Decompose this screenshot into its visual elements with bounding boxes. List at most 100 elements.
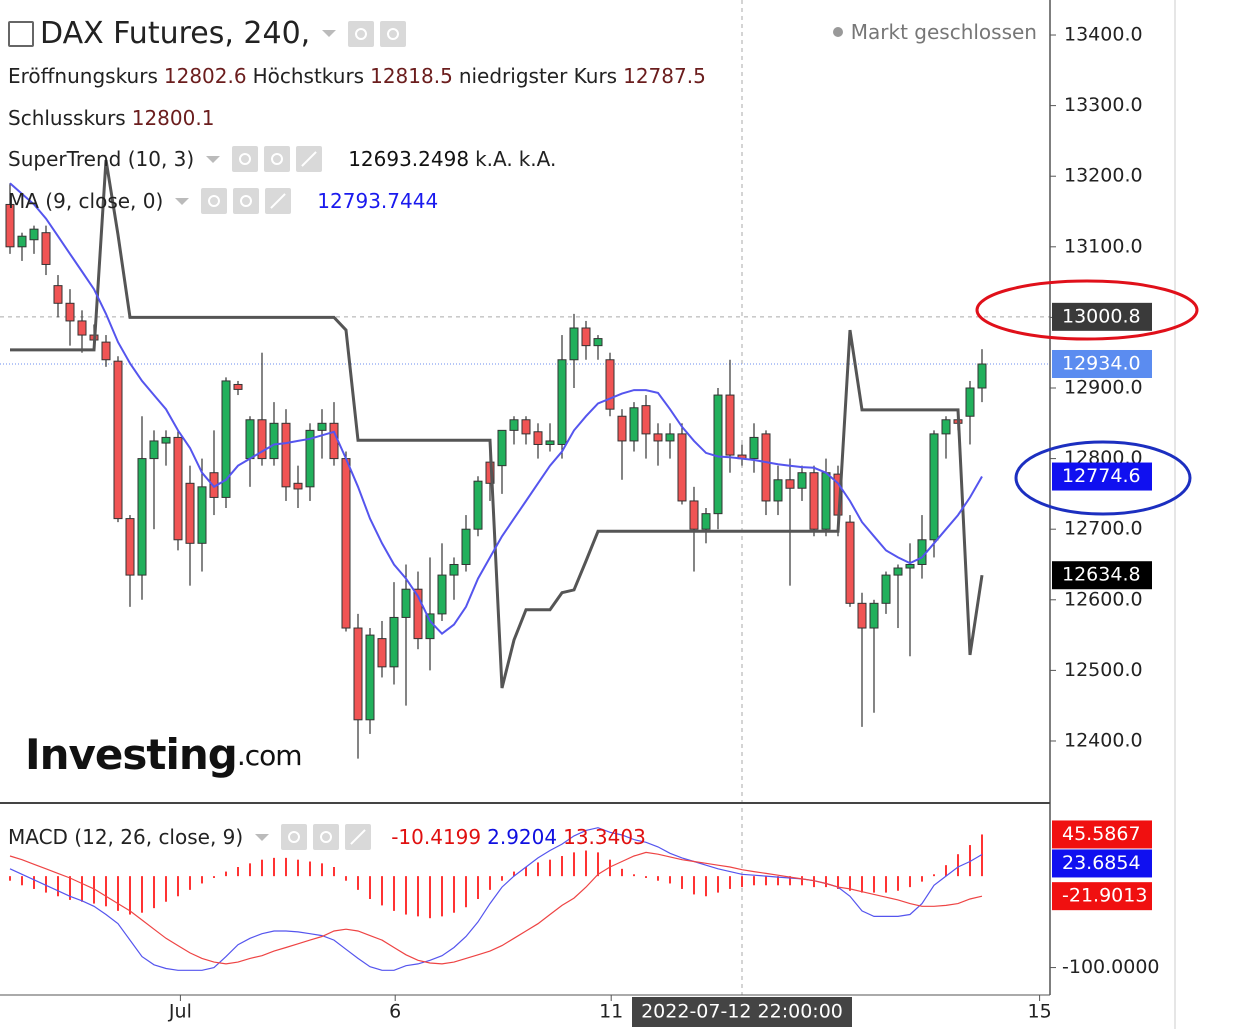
supertrend-tag — [1052, 561, 1152, 590]
candle-body — [497, 429, 507, 467]
macd-tag-label: 23.6854 — [1062, 852, 1141, 874]
candle-body — [581, 327, 591, 347]
last-price-tag — [1052, 349, 1152, 378]
crosshair-time-label: 2022-07-12 22:00:00 — [641, 1001, 843, 1023]
candle-body — [41, 232, 51, 265]
x-tick-label: 11 — [599, 1001, 623, 1023]
candle-body — [17, 235, 27, 248]
candle-body — [929, 433, 939, 541]
candle-body — [293, 482, 303, 490]
indicator-name: MACD (12, 26, close, 9) — [8, 825, 244, 849]
settings-button[interactable] — [264, 146, 291, 172]
candle-body — [593, 338, 603, 347]
crosshair-price-tag — [1052, 302, 1152, 331]
candle-body — [329, 422, 339, 460]
ma-row: MA (9, close, 0) 12793.7444 — [8, 188, 438, 214]
candle-body — [425, 613, 435, 640]
ma-line — [9, 182, 983, 636]
indicator-name: MA (9, close, 0) — [8, 189, 164, 213]
candle-body — [365, 634, 375, 721]
y-tick-label: 12500.0 — [1064, 659, 1143, 681]
dropdown[interactable] — [322, 30, 337, 37]
candle-body — [161, 436, 171, 444]
indicator-value: 13.3403 — [563, 825, 646, 849]
signal-tag-label: -21.9013 — [1062, 885, 1147, 907]
candle-body — [665, 433, 675, 442]
macd-tag — [1052, 849, 1152, 878]
eye-button[interactable] — [348, 20, 375, 47]
candle-body — [257, 419, 267, 460]
close-button[interactable] — [265, 188, 292, 214]
chart-title: DAX Futures, 240, — [40, 16, 311, 51]
eye-button[interactable] — [232, 146, 259, 172]
candle-body — [701, 513, 711, 530]
candle-body — [713, 394, 723, 515]
candle-body — [797, 472, 807, 489]
candle-body — [173, 436, 183, 541]
eye-button[interactable] — [281, 824, 308, 850]
red-circle — [975, 279, 1199, 341]
settings-button[interactable] — [380, 20, 407, 47]
candle-body — [353, 627, 363, 721]
ohlc-row: Eröffnungskurs 12802.6 Höchstkurs 12818.5 … — [8, 64, 706, 88]
candle-body — [125, 518, 135, 576]
y-tick-label: 13200.0 — [1064, 165, 1143, 187]
candle-body — [221, 380, 231, 498]
x-tick-label: 15 — [1028, 1001, 1052, 1023]
candle-body — [557, 359, 567, 445]
ohlc-label: Schlusskurs — [8, 106, 126, 130]
candle-body — [821, 472, 831, 530]
candle-body — [845, 521, 855, 604]
candle-body — [785, 479, 795, 489]
candle-body — [149, 440, 159, 460]
candle-body — [473, 480, 483, 530]
candle-body — [617, 415, 627, 442]
candle-body — [545, 440, 555, 445]
candle-body — [773, 479, 783, 502]
collapse-icon[interactable] — [8, 20, 34, 47]
dropdown[interactable] — [206, 155, 221, 163]
chart-layer: Jul 6 11 15 13400.0 13300.0 13200.0 13100.0 1300… — [0, 0, 1176, 1029]
indicator-value: -10.4199 — [391, 825, 482, 849]
y-tick-label: 12600.0 — [1064, 588, 1143, 610]
dropdown[interactable] — [175, 197, 190, 205]
ohlc-label: Höchstkurs — [252, 64, 365, 88]
indicator-value: 2.9204 — [487, 825, 558, 849]
settings-button[interactable] — [313, 824, 340, 850]
plot-area: Jul 6 11 15 — [0, 0, 1052, 1023]
signal-tag — [1052, 882, 1152, 911]
supertrend-row: SuperTrend (10, 3) 12693.2498 k.A. k.A. — [8, 146, 556, 172]
watermark-suffix: .com — [237, 739, 302, 772]
candle-body — [461, 528, 471, 565]
status-text: Markt geschlossen — [850, 20, 1037, 44]
watermark: Investing.com — [25, 730, 302, 779]
ma-tag — [1052, 462, 1152, 491]
candle-body — [341, 458, 351, 629]
candle-body — [689, 500, 699, 530]
dropdown[interactable] — [255, 833, 270, 841]
y-tick-label: 13100.0 — [1064, 235, 1143, 257]
indicator-value: k.A. — [518, 147, 557, 171]
candle-body — [569, 327, 579, 361]
indicator-value: 12793.7444 — [317, 189, 439, 213]
settings-button[interactable] — [233, 188, 260, 214]
close-button[interactable] — [345, 824, 372, 850]
indicator-value: k.A. — [475, 147, 513, 171]
candle-body — [5, 203, 15, 248]
candle-body — [653, 433, 663, 442]
candle-body — [809, 472, 819, 530]
supertrend-tag-label: 12634.8 — [1062, 564, 1141, 586]
candle-body — [437, 574, 447, 615]
ohlc-label: Eröffnungskurs — [8, 64, 158, 88]
histogram-tag-label: 45.5867 — [1062, 823, 1141, 845]
supertrend-line — [10, 159, 984, 689]
candle-body — [941, 419, 951, 435]
eye-button[interactable] — [201, 188, 228, 214]
y-tick-label: 13400.0 — [1064, 24, 1143, 46]
market-status: Markt geschlossen — [832, 20, 1037, 44]
candle-body — [65, 302, 75, 322]
y-tick-label: 13300.0 — [1064, 94, 1143, 116]
candle-body — [749, 436, 759, 460]
close-button[interactable] — [296, 146, 323, 172]
candle-body — [677, 433, 687, 502]
